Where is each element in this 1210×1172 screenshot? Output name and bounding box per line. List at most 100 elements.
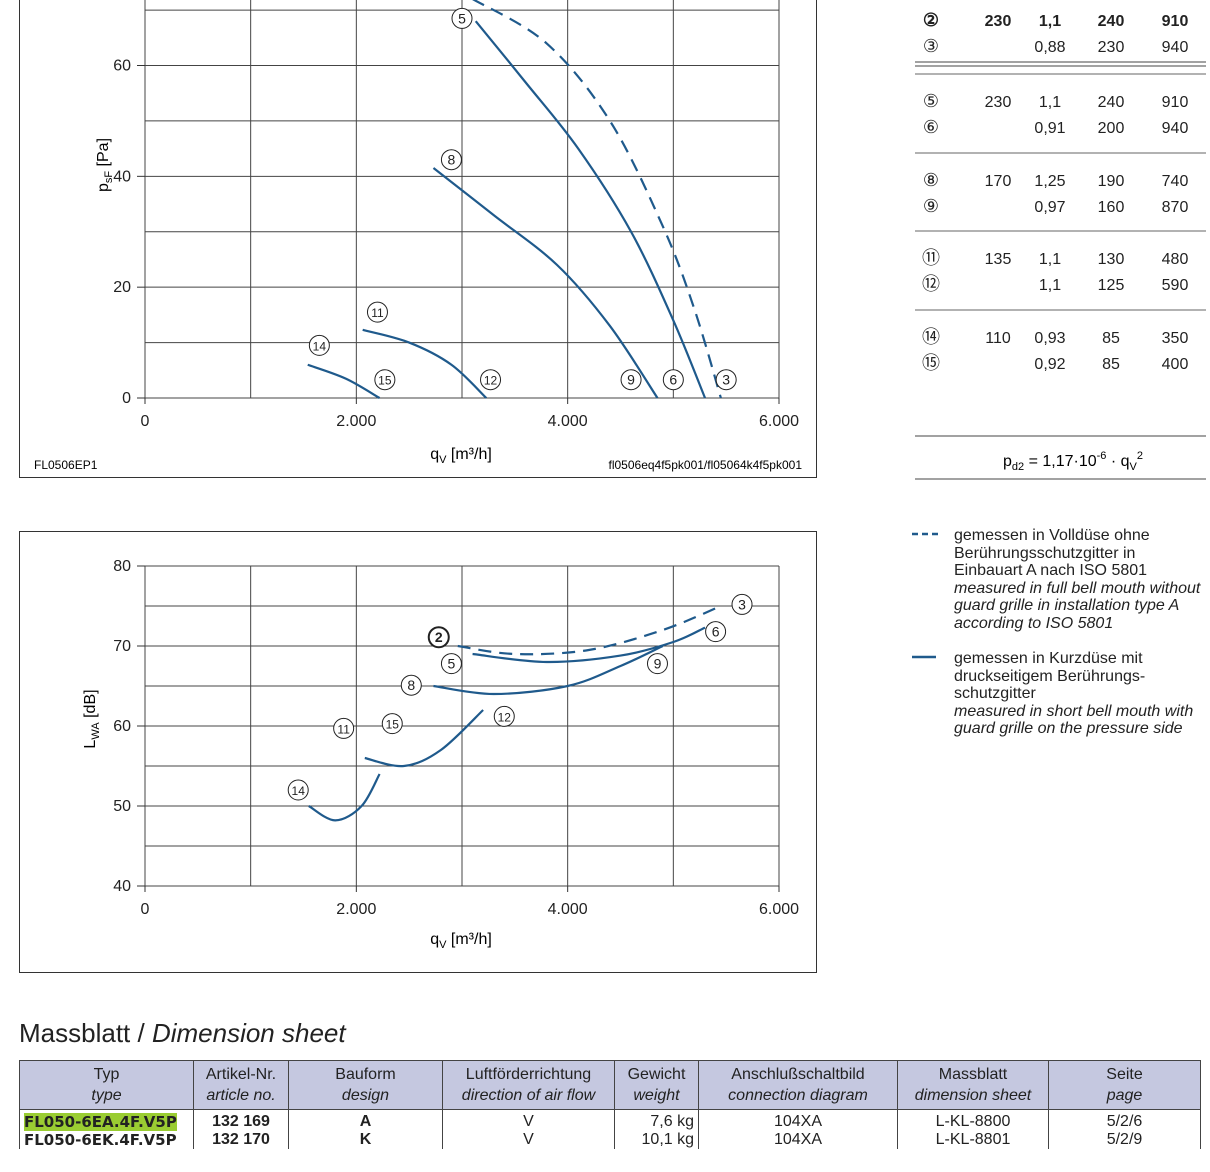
op-cell-a: 1,25: [1034, 173, 1065, 190]
operating-points-svg: ② 230 1,1 240 910 ③ 0,88 230 940 ⑤ 230 1,1 240 910 ⑥ 0,…: [915, 10, 1206, 480]
x-tick-label: 6.000: [759, 901, 799, 918]
op-cell-a: 0,91: [1034, 120, 1065, 137]
op-cell-a: 0,93: [1034, 330, 1065, 347]
point-marker-label: 15: [386, 718, 400, 732]
op-cell-w: 85: [1102, 330, 1120, 347]
point-marker-circle: [366, 301, 388, 323]
op-cell-id: ⑪: [922, 248, 940, 268]
pressure-formula: pd2 = 1,17·10-6 · qV2: [1003, 450, 1143, 473]
series-curve-9: [433, 645, 664, 696]
op-cell-w: 240: [1098, 13, 1125, 30]
y-tick-label: 50: [113, 798, 131, 815]
y-tick-label: 40: [113, 878, 131, 895]
design-value: K: [359, 1131, 372, 1148]
op-cell-id: ⑮: [922, 353, 940, 373]
op-cell-rpm: 940: [1162, 39, 1189, 56]
header-article: Artikel-Nr. article no.: [193, 1060, 289, 1110]
y-tick-label: 40: [113, 168, 131, 185]
solid-line-sample: [912, 655, 936, 659]
op-cell-rpm: 910: [1162, 94, 1189, 111]
op-cell-rpm: 400: [1162, 356, 1189, 373]
connection-value: 104XA: [773, 1113, 823, 1130]
op-cell-a: 0,92: [1034, 356, 1065, 373]
sheet-value: L-KL-8800: [935, 1113, 1011, 1130]
point-marker-label: 6: [669, 372, 677, 388]
header-design: Bauform design: [288, 1060, 443, 1110]
curve-legend: gemessen in Volldüse ohne Berührungsschu…: [912, 527, 1207, 756]
sound-x-axis-label: qV [m³/h]: [430, 931, 492, 951]
article-value: 132 169: [212, 1113, 270, 1130]
point-marker-circle: [451, 7, 473, 29]
op-cell-id: ⑤: [923, 91, 939, 111]
op-cell-id: ⑧: [923, 170, 939, 190]
highlighted-type: FL050-6EA.4F.V5P: [24, 1113, 177, 1131]
point-marker-circle: [287, 779, 309, 801]
pressure-y-axis-label: psF [Pa]: [95, 138, 115, 192]
op-cell-a: 1,1: [1039, 251, 1061, 268]
table-row: FL050-6EA.4F.V5P FL050-6EK.4F.V5P 132 16…: [19, 1109, 1201, 1149]
sound-power-chart: 0 2.000 4.000 6.000 40 50 60 70 80 2 5 8 11 14 15 12 9 6…: [19, 531, 817, 973]
sound-y-axis-label: LWA [dB]: [82, 689, 102, 748]
op-cell-w: 125: [1098, 277, 1125, 294]
point-marker-circle: [705, 621, 727, 643]
point-marker-circle: [440, 653, 462, 675]
dimension-sheet-title: Massblatt / Dimension sheet: [19, 1018, 346, 1048]
point-marker-label: 8: [407, 677, 415, 693]
weight-value: 10,1 kg: [641, 1131, 694, 1148]
point-marker-label: 14: [313, 339, 327, 353]
sound-power-chart-svg: 0 2.000 4.000 6.000 40 50 60 70 80 25 8 11 14 15 12 9 6…: [82, 558, 799, 951]
point-marker-circle: [646, 653, 668, 675]
point-marker-label: 5: [448, 656, 456, 672]
dimension-sheet-table: Typ type Artikel-Nr. article no. Bauform de…: [19, 1060, 1201, 1149]
sheet-value: L-KL-8801: [935, 1131, 1011, 1148]
x-tick-label: 2.000: [336, 901, 376, 918]
op-cell-a: 1,1: [1039, 94, 1061, 111]
point-marker-circle: [440, 149, 462, 171]
y-tick-label: 0: [122, 390, 131, 407]
op-cell-rpm: 480: [1162, 251, 1189, 268]
series-curve-3: [472, 0, 722, 399]
x-tick-label: 0: [141, 901, 150, 918]
op-cell-w: 240: [1098, 94, 1125, 111]
point-marker-circle: [427, 626, 450, 649]
pressure-x-axis-label: qV [m³/h]: [430, 446, 492, 466]
point-marker-circle: [333, 717, 355, 739]
dimension-table-header: Typ type Artikel-Nr. article no. Bauform de…: [19, 1060, 1201, 1110]
point-marker-label: 3: [738, 596, 746, 612]
pressure-chart-code-left: FL0506EP1: [34, 458, 98, 472]
series-curve-12: [364, 709, 484, 768]
op-cell-w: 190: [1098, 173, 1125, 190]
op-cell-id: ②: [923, 10, 939, 30]
op-cell-v: 230: [985, 94, 1012, 111]
point-marker-circle: [374, 369, 396, 391]
header-type: Typ type: [19, 1060, 194, 1110]
op-cell-v: 230: [985, 13, 1012, 30]
point-marker-label: 12: [484, 374, 498, 388]
design-cell: A K: [288, 1109, 443, 1149]
op-cell-rpm: 870: [1162, 199, 1189, 216]
op-cell-w: 230: [1098, 39, 1125, 56]
pressure-chart: 0 2.000 4.000 6.000 0 20 40 60 5 8 11 14 15 12 9 6 3 ps…: [19, 0, 817, 478]
point-marker-circle: [480, 369, 502, 391]
series-curve-6: [474, 20, 707, 399]
op-cell-v: 110: [985, 330, 1011, 347]
header-airflow: Luftförderrichtung direction of air flow: [442, 1060, 615, 1110]
type-cell: FL050-6EA.4F.V5P FL050-6EK.4F.V5P: [19, 1109, 194, 1149]
legend-solid-de: gemessen in Kurzdüse mit druckseitigem B…: [954, 650, 1146, 702]
point-marker-label: 11: [371, 306, 384, 320]
article-cell: 132 169 132 170: [193, 1109, 289, 1149]
header-sheet: Massblatt dimension sheet: [897, 1060, 1049, 1110]
legend-dashed-en: measured in full bell mouth without guar…: [954, 579, 1201, 632]
legend-item-dashed: gemessen in Volldüse ohne Berührungsschu…: [912, 527, 1207, 632]
airflow-value: V: [523, 1131, 534, 1148]
point-marker-label: 11: [337, 722, 350, 736]
op-cell-w: 130: [1098, 251, 1125, 268]
series-curve-12: [362, 328, 488, 399]
point-marker-circle: [493, 705, 515, 727]
airflow-cell: V V: [442, 1109, 615, 1149]
y-tick-label: 70: [113, 638, 131, 655]
x-tick-label: 4.000: [548, 901, 588, 918]
legend-dashed-de: gemessen in Volldüse ohne Berührungsschu…: [954, 527, 1150, 579]
series-curve-15: [307, 363, 381, 399]
header-page: Seite page: [1048, 1060, 1201, 1110]
